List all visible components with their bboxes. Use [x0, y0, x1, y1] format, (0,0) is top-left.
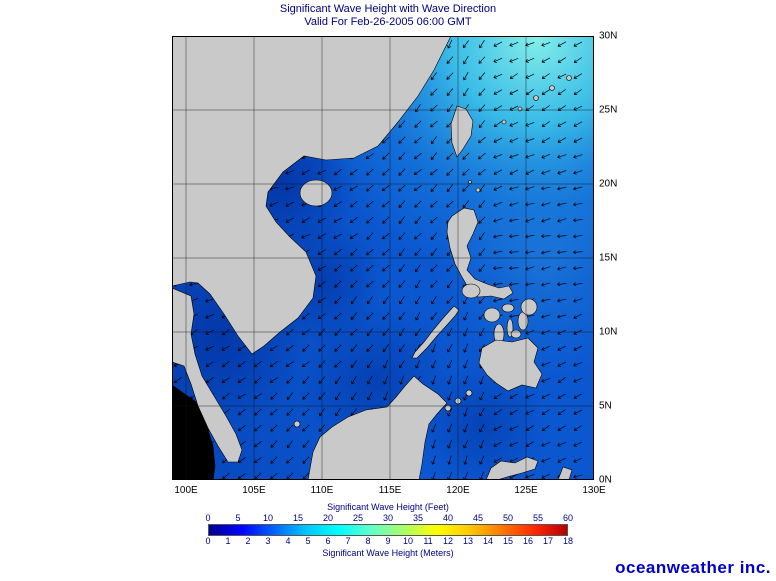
lat-label: 5N	[599, 400, 612, 412]
lat-label: 15N	[599, 252, 618, 264]
land-samar	[520, 298, 538, 316]
feet-tick: 0	[205, 513, 211, 523]
lat-label: 10N	[599, 326, 618, 338]
latitude-axis: 30N 25N 20N 15N 10N 5N 0N	[599, 31, 635, 486]
map-canvas	[172, 36, 594, 480]
oceanweather-logo: oceanweather inc.	[615, 558, 771, 577]
land-taiwan	[450, 105, 474, 158]
lon-label: 130E	[582, 485, 606, 496]
meters-tick: 8	[365, 536, 371, 546]
lon-label: 125E	[514, 485, 538, 496]
meters-tick: 14	[482, 536, 494, 546]
meters-tick: 12	[442, 536, 454, 546]
lat-label: 20N	[599, 178, 618, 190]
land-borneo	[307, 375, 448, 480]
land-luzon	[446, 207, 514, 300]
land	[172, 36, 573, 480]
land-ryukyu-4	[549, 85, 555, 91]
feet-tick: 20	[322, 513, 334, 523]
feet-tick: 30	[382, 513, 394, 523]
land-mainland-asia	[172, 36, 452, 355]
land-panay	[483, 307, 501, 323]
feet-tick: 15	[292, 513, 304, 523]
feet-tick: 60	[562, 513, 574, 523]
lon-label: 105E	[242, 485, 266, 496]
land-bohol	[510, 329, 522, 339]
meters-tick: 5	[305, 536, 311, 546]
title-block: Significant Wave Height with Wave Direct…	[0, 3, 776, 29]
meters-tick: 2	[245, 536, 251, 546]
meters-tick: 18	[562, 536, 574, 546]
land-sulu-3	[465, 389, 473, 397]
land-ryukyu-2	[517, 106, 523, 112]
map-border	[172, 36, 594, 480]
colorbar-meters-label: Significant Wave Height (Meters)	[322, 548, 454, 558]
land-ryukyu-3	[533, 95, 539, 101]
meters-tick: 10	[402, 536, 414, 546]
feet-tick: 35	[412, 513, 424, 523]
meters-tick: 15	[502, 536, 514, 546]
lon-label: 100E	[174, 485, 198, 496]
meters-tick: 1	[225, 536, 231, 546]
meters-tick: 13	[462, 536, 474, 546]
longitude-axis: 100E 105E 110E 115E 120E 125E 130E	[174, 485, 605, 498]
feet-tick: 5	[235, 513, 241, 523]
meters-tick: 11	[423, 536, 433, 546]
chart-subtitle: Valid For Feb-26-2005 06:00 GMT	[304, 16, 472, 28]
land-batanes-1	[468, 180, 472, 184]
lat-label: 30N	[599, 30, 618, 42]
feet-tick: 55	[532, 513, 544, 523]
lat-label: 25N	[599, 104, 618, 116]
lat-label: 0N	[599, 474, 612, 486]
feet-tick: 40	[442, 513, 454, 523]
lon-label: 115E	[378, 485, 402, 496]
land-malay-peninsula	[172, 287, 243, 463]
land-sulawesi	[485, 456, 539, 480]
land-masbate	[501, 303, 515, 313]
land-sumatra	[172, 384, 216, 480]
land-hainan	[299, 179, 333, 207]
land-ryukyu-1	[501, 119, 507, 125]
feet-tick: 50	[502, 513, 514, 523]
chart-title: Significant Wave Height with Wave Direct…	[279, 3, 497, 15]
meters-tick: 0	[205, 536, 211, 546]
colorbar: Significant Wave Height (Feet) 0 5 10 15 20 2…	[205, 501, 573, 559]
meters-tick: 7	[345, 536, 351, 546]
land-natuna	[293, 420, 301, 428]
land-sulu-1	[444, 404, 452, 412]
lon-label: 110E	[310, 485, 334, 496]
land-ryukyu-5	[566, 75, 572, 81]
wave-map	[172, 36, 594, 480]
land-mindoro	[461, 283, 481, 299]
colorbar-meters-ticks: 0 1 2 3 4 5 6 7 8 9 10 11 12 13 14 15 16 17 18	[205, 536, 573, 547]
graticule	[172, 36, 594, 480]
meters-tick: 6	[325, 536, 331, 546]
colorbar-gradient	[208, 524, 568, 536]
feet-tick: 25	[352, 513, 364, 523]
meters-tick: 4	[285, 536, 291, 546]
feet-tick: 10	[262, 513, 274, 523]
meters-tick: 17	[542, 536, 554, 546]
colorbar-feet-label: Significant Wave Height (Feet)	[327, 502, 449, 512]
feet-tick: 45	[472, 513, 484, 523]
meters-tick: 3	[265, 536, 271, 546]
land-halmahera	[557, 466, 573, 480]
lon-label: 120E	[446, 485, 470, 496]
meters-tick: 9	[385, 536, 391, 546]
land-batanes-2	[475, 187, 481, 193]
meters-tick: 16	[522, 536, 533, 546]
colorbar-feet-ticks: 0 5 10 15 20 25 30 35 40 45 50 55 60	[205, 513, 573, 524]
